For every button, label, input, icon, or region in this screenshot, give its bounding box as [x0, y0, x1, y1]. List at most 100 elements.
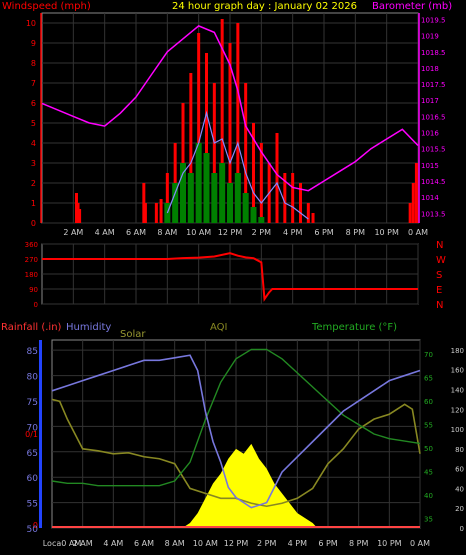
gust-bar: [78, 209, 82, 223]
humidity-x-tick-label: 10 AM: [193, 539, 218, 548]
gust-bar: [205, 53, 208, 223]
windspeed-tick-label: 8: [31, 59, 36, 68]
wind-direction-line: [42, 252, 418, 302]
temperature-tick-label: 45: [424, 469, 433, 477]
solar-tick-label: 140: [451, 386, 464, 394]
solar-tick-label: 180: [451, 347, 464, 355]
gust-bar: [283, 173, 287, 223]
humidity-tick-label: 60: [27, 474, 39, 484]
direction-compass-label: W: [436, 255, 446, 266]
solar-tick-label: 20: [455, 505, 464, 513]
direction-degree-tick-label: 180: [25, 271, 38, 279]
gust-bar: [275, 133, 279, 223]
gust-bar: [74, 193, 78, 223]
low-bar: [203, 153, 210, 223]
humidity-label: Humidity: [66, 322, 111, 333]
temperature-tick-label: 35: [424, 516, 433, 524]
gust-bar: [212, 83, 216, 223]
low-bar: [227, 183, 233, 223]
wind-x-tick-label: 8 AM: [157, 228, 177, 237]
humidity-x-tick-label: 4 AM: [103, 539, 123, 548]
windspeed-tick-label: 6: [31, 99, 36, 108]
solar-tick-label: 60: [455, 466, 464, 474]
gust-bar: [228, 43, 232, 223]
gust-bar: [165, 173, 169, 223]
barometer-tick-label: 1014.5: [421, 178, 446, 186]
rainfall-day-label: 0/1: [25, 430, 38, 439]
barometer-line: [41, 25, 419, 192]
low-bar: [258, 217, 265, 223]
direction-degree-tick-label: 90: [29, 286, 38, 294]
direction-degrees-axis: 0 90 180 270 360: [25, 241, 38, 309]
rainfall-zero-label: 0: [33, 521, 38, 530]
humidity-x-tick-label: 0 AM: [410, 539, 430, 548]
gust-bar: [76, 203, 80, 223]
low-bar: [211, 173, 218, 223]
humidity-x-tick-label: 2 AM: [73, 539, 93, 548]
temperature-line: [51, 348, 421, 487]
windspeed-tick-label: 0: [31, 219, 36, 228]
gust-bar: [159, 199, 163, 223]
humidity-tick-label: 70: [27, 423, 39, 433]
gust-bar: [306, 203, 310, 223]
low-area: [164, 143, 265, 223]
windspeed-tick-label: 3: [31, 159, 36, 168]
average-line: [166, 110, 309, 220]
humidity-axis: 50 55 60 65 70 75 80 85: [27, 347, 39, 535]
gust-bar: [252, 123, 255, 223]
low-bar: [195, 143, 202, 223]
barometer-tick-label: 1016: [421, 130, 439, 138]
temperature-tick-label: 70: [424, 351, 433, 359]
barometer-tick-label: 1015: [421, 162, 439, 170]
gust-bar: [143, 203, 147, 223]
temperature-axis: 35 40 45 50 55 60 65 70: [424, 351, 433, 523]
low-bar: [219, 163, 226, 223]
temperature-tick-label: 55: [424, 422, 433, 430]
barometer-tick-label: 1018.5: [421, 49, 446, 57]
solar-tick-label: 0: [460, 525, 464, 533]
humidity-x-tick-label: 6 PM: [318, 539, 337, 548]
barometer-tick-label: 1019.5: [421, 16, 446, 24]
windspeed-tick-label: 10: [26, 19, 36, 28]
windspeed-tick-label: 9: [31, 39, 36, 48]
low-bar: [187, 173, 194, 223]
gust-bar: [236, 23, 240, 223]
wind-x-tick-label: 6 PM: [314, 228, 333, 237]
humidity-x-tick-label: Loca0 AM: [43, 539, 82, 548]
humidity-line: [51, 354, 421, 509]
direction-degree-tick-label: 270: [25, 256, 38, 264]
barometer-tick-label: 1019: [421, 33, 439, 41]
temperature-tick-label: 50: [424, 445, 433, 453]
direction-compass-label: S: [436, 270, 442, 281]
wind-x-tick-label: 4 AM: [95, 228, 115, 237]
gust-bar: [189, 73, 193, 223]
wind-x-tick-label: 6 AM: [126, 228, 146, 237]
humidity-tick-label: 55: [27, 500, 38, 510]
wind-x-tick-label: 8 PM: [346, 228, 365, 237]
solar-area: [182, 443, 318, 528]
barometer-tick-label: 1017: [421, 97, 439, 105]
barometer-label: Barometer (mb): [372, 1, 452, 12]
chart-title: 24 hour graph day : January 02 2026: [172, 1, 357, 12]
wind-x-axis: 2 AM 4 AM 6 AM 8 AM 10 AM 12 PM 2 PM 4 PM 6 PM 8 …: [63, 228, 428, 237]
low-bar: [234, 173, 241, 223]
gust-bar: [408, 203, 412, 223]
gust-bar: [291, 173, 295, 223]
wind-x-tick-label: 10 PM: [374, 228, 399, 237]
barometer-tick-label: 1016.5: [421, 113, 446, 121]
low-bar: [250, 207, 257, 223]
gust-bar: [244, 83, 248, 223]
temperature-tick-label: 60: [424, 398, 433, 406]
humidity-tick-label: 50: [27, 525, 39, 535]
wind-x-tick-label: 0 AM: [408, 228, 428, 237]
wind-x-tick-label: 2 AM: [63, 228, 83, 237]
windspeed-tick-label: 1: [31, 199, 36, 208]
rainfall-scale-bar: [39, 340, 42, 528]
humidity-x-axis: Loca0 AM2 AM 4 AM 6 AM 8 AM 10 AM 12 PM 2 PM 4 …: [43, 539, 430, 548]
direction-compass-label: N: [436, 240, 443, 251]
windspeed-tick-label: 2: [31, 179, 36, 188]
